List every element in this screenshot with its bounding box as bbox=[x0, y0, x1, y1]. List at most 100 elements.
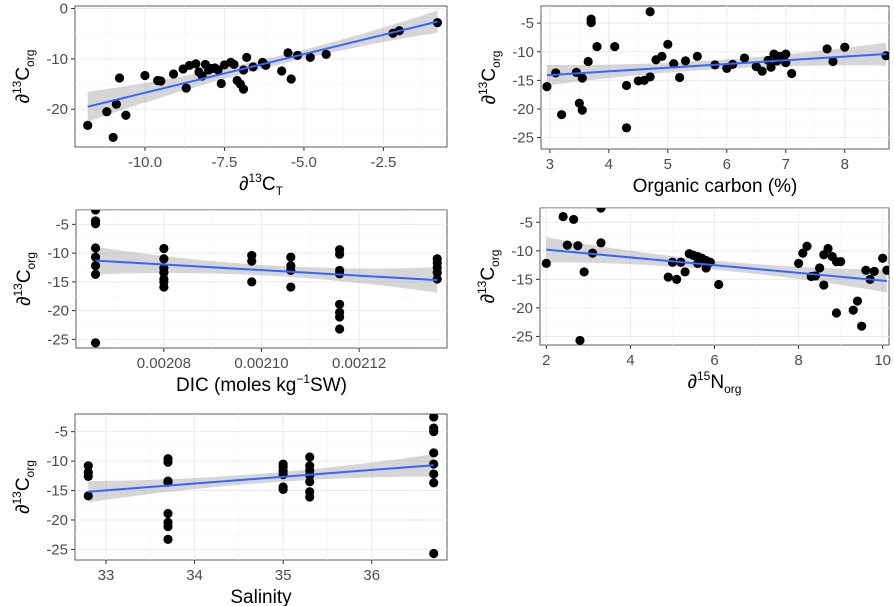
data-point bbox=[798, 248, 808, 258]
data-point bbox=[429, 427, 439, 437]
ylabel-main: C bbox=[478, 267, 499, 281]
data-point bbox=[247, 256, 257, 266]
x-tick-label: 4 bbox=[626, 352, 634, 369]
xlabel-main: Organic carbon (%) bbox=[633, 176, 798, 197]
y-tick-label: -20 bbox=[512, 101, 534, 118]
ylabel-main: C bbox=[14, 269, 35, 283]
data-point bbox=[680, 267, 690, 277]
y-tick-label: -15 bbox=[47, 274, 69, 291]
x-tick-label: 34 bbox=[186, 567, 203, 584]
data-point bbox=[810, 271, 821, 281]
data-point bbox=[551, 68, 561, 78]
panel-5: 33 34 35 36 -25 -20 -15 -10 -5 Salinity ∂13Corg bbox=[10, 413, 448, 606]
data-point bbox=[869, 266, 879, 276]
ylabel-sub: org bbox=[24, 252, 38, 269]
panel-1: -10.0 -7.5 -5.0 -2.5-20-100∂13CT∂13Corg bbox=[10, 1, 448, 198]
y-tick-label: -5 bbox=[521, 15, 534, 32]
ylabel-sub: org bbox=[489, 51, 503, 68]
regression-line bbox=[546, 53, 887, 77]
x-tick-label: 6 bbox=[723, 156, 731, 173]
data-point bbox=[569, 214, 579, 225]
data-point bbox=[562, 240, 572, 250]
data-point bbox=[277, 66, 287, 76]
data-point bbox=[429, 469, 439, 479]
x-tick-label: 3 bbox=[546, 156, 554, 173]
xlabel-sup2: −1 bbox=[296, 372, 310, 386]
ylabel-sup: 13 bbox=[11, 283, 25, 297]
data-point bbox=[90, 252, 101, 262]
data-point bbox=[305, 477, 315, 487]
data-point bbox=[159, 268, 169, 278]
data-point bbox=[558, 211, 568, 222]
data-point bbox=[787, 68, 797, 79]
data-point bbox=[757, 66, 767, 76]
data-point bbox=[828, 56, 838, 67]
data-point bbox=[645, 72, 655, 82]
x-axis-title: DIC (moles kg−1SW) bbox=[176, 372, 347, 396]
data-point bbox=[573, 241, 583, 251]
data-point bbox=[852, 296, 863, 306]
data-point bbox=[596, 238, 606, 248]
data-point bbox=[83, 471, 93, 482]
data-point bbox=[766, 62, 776, 72]
data-point bbox=[181, 83, 191, 93]
data-point bbox=[672, 274, 682, 284]
data-point bbox=[286, 282, 296, 292]
regression-line bbox=[87, 20, 438, 108]
data-point bbox=[286, 265, 296, 275]
data-point bbox=[114, 73, 125, 83]
data-point bbox=[822, 44, 832, 54]
data-point bbox=[238, 84, 249, 94]
plot-area bbox=[541, 6, 889, 149]
plot-area bbox=[75, 6, 447, 147]
data-point bbox=[577, 105, 587, 115]
x-tick-label: 36 bbox=[363, 567, 380, 584]
data-point bbox=[848, 305, 858, 315]
data-point bbox=[305, 452, 315, 462]
data-point bbox=[108, 132, 118, 143]
y-tick-label: -25 bbox=[46, 541, 68, 558]
regression-line bbox=[546, 248, 887, 283]
ylabel-sup: 13 bbox=[475, 280, 489, 294]
data-point bbox=[83, 491, 93, 501]
y-tick-label: -25 bbox=[512, 130, 534, 147]
data-point bbox=[541, 258, 551, 268]
y-tick-label: -10 bbox=[511, 243, 533, 260]
xlabel-sup: 13 bbox=[248, 171, 262, 185]
data-point bbox=[140, 70, 150, 81]
ylabel-base: ∂ bbox=[479, 95, 500, 104]
data-point bbox=[657, 51, 667, 61]
data-point bbox=[305, 492, 315, 502]
data-point bbox=[429, 414, 439, 422]
y-tick-label: -20 bbox=[47, 303, 69, 320]
ylabel-sub: org bbox=[23, 50, 37, 67]
y-tick-label: -20 bbox=[46, 101, 68, 118]
data-point bbox=[247, 277, 257, 287]
data-point bbox=[321, 49, 331, 59]
data-point bbox=[429, 448, 439, 458]
data-point bbox=[335, 299, 345, 309]
data-point bbox=[121, 110, 131, 120]
panel-2: 3 4 5 6 7 8 -25 -20 -15 -10 -5 Organic carbon (%) ∂1… bbox=[476, 5, 890, 197]
x-tick-label: -10.0 bbox=[128, 154, 162, 171]
data-point bbox=[586, 14, 596, 24]
data-point bbox=[781, 49, 791, 59]
data-point bbox=[882, 265, 889, 275]
ylabel-main: C bbox=[13, 67, 34, 81]
data-point bbox=[278, 484, 288, 494]
data-point bbox=[335, 324, 345, 334]
x-tick-label: 5 bbox=[664, 156, 672, 173]
data-point bbox=[216, 78, 226, 89]
data-point bbox=[815, 263, 825, 273]
y-tick-label: -20 bbox=[511, 300, 533, 317]
x-tick-label: 0.00212 bbox=[332, 355, 386, 372]
y-axis-title: ∂13Corg bbox=[10, 50, 37, 104]
data-point bbox=[163, 457, 173, 467]
data-point bbox=[156, 76, 166, 86]
y-tick-label: -10 bbox=[46, 51, 68, 68]
data-point bbox=[90, 269, 101, 279]
data-point bbox=[819, 280, 829, 290]
data-point bbox=[583, 56, 593, 67]
data-point bbox=[577, 73, 587, 83]
data-point bbox=[159, 282, 169, 292]
